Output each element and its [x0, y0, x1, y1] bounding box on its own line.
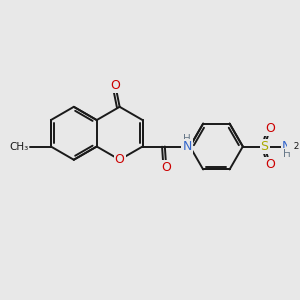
- Text: O: O: [265, 122, 275, 135]
- Text: H: H: [283, 149, 291, 159]
- Text: 2: 2: [288, 142, 299, 151]
- Text: O: O: [265, 158, 275, 171]
- Text: S: S: [261, 140, 268, 153]
- Text: O: O: [161, 161, 171, 174]
- Text: N: N: [182, 140, 192, 153]
- Text: N: N: [282, 140, 291, 153]
- Text: O: O: [110, 80, 120, 92]
- Text: H: H: [183, 134, 191, 144]
- Text: CH₃: CH₃: [9, 142, 28, 152]
- Text: O: O: [115, 153, 124, 166]
